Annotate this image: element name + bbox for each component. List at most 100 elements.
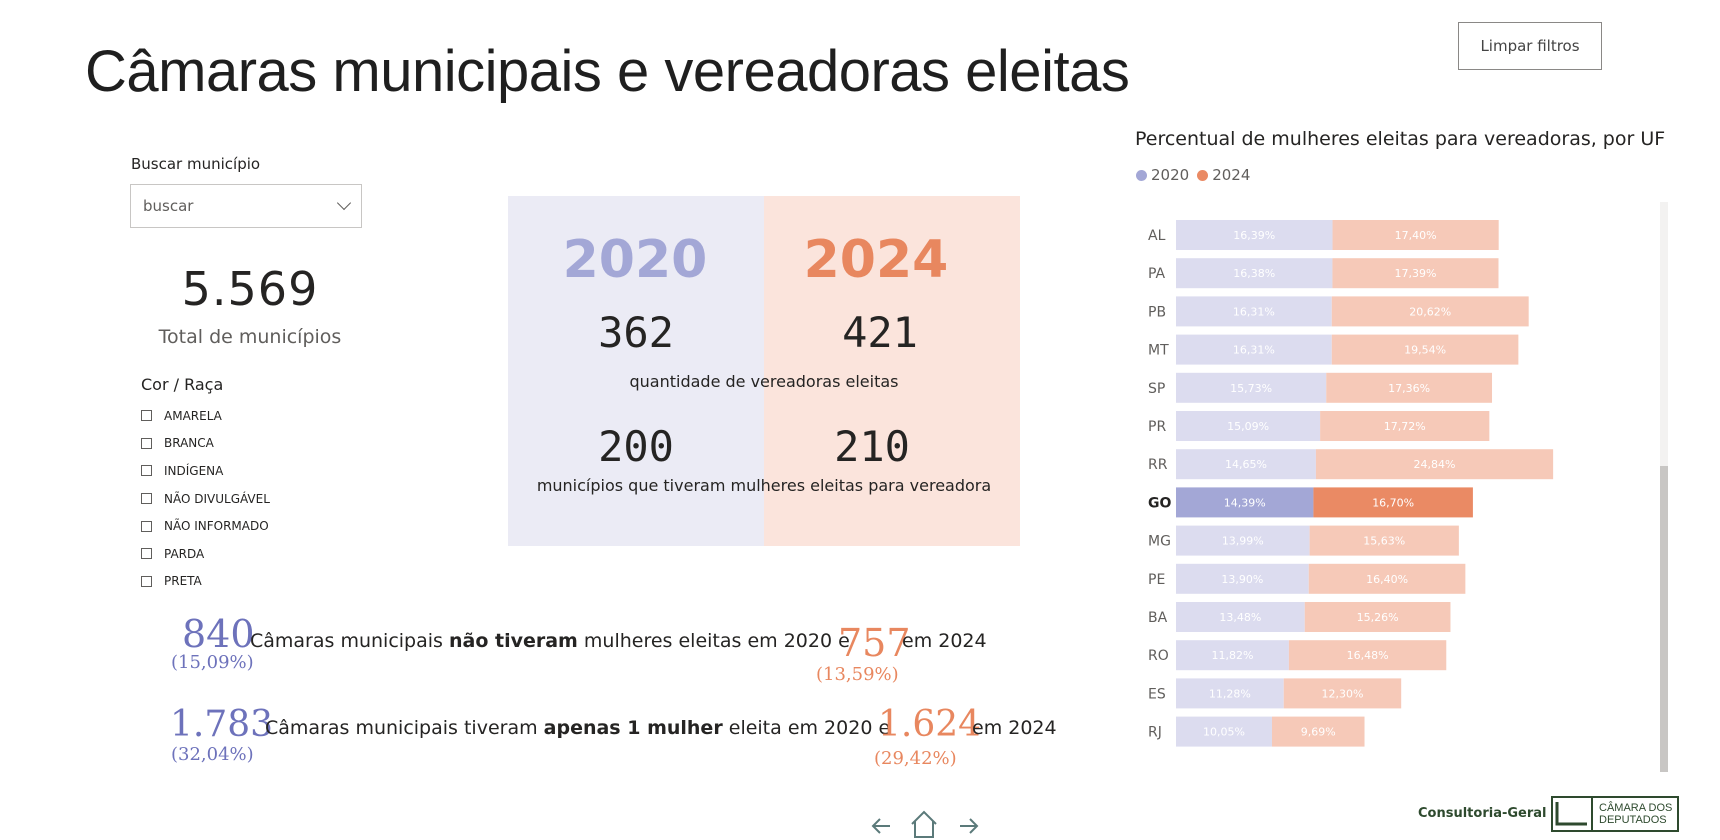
legend-item-2024[interactable]: 2024 (1197, 166, 1250, 184)
bar-2020-PA[interactable] (1176, 258, 1333, 289)
checkbox[interactable] (141, 410, 152, 422)
bar-2024-MG[interactable] (1309, 525, 1459, 556)
race-option[interactable]: BRANCA (141, 430, 270, 458)
checkbox[interactable] (141, 575, 152, 587)
data-label: 15,26% (1357, 611, 1399, 624)
race-option[interactable]: INDÍGENA (141, 457, 270, 485)
race-option[interactable]: NÃO INFORMADO (141, 512, 270, 540)
data-label: 16,70% (1372, 496, 1414, 509)
home-icon[interactable] (908, 808, 940, 840)
bar-2020-RR[interactable] (1176, 449, 1316, 480)
search-label: Buscar município (131, 155, 261, 173)
search-placeholder: buscar (143, 197, 194, 215)
chevron-down-icon (336, 195, 352, 211)
bar-2024-RR[interactable] (1315, 449, 1554, 480)
checkbox[interactable] (141, 465, 152, 477)
one-woman-2024-value: 1.624 (878, 704, 982, 745)
data-label: 15,09% (1227, 420, 1269, 433)
data-label: 17,39% (1394, 267, 1436, 280)
bar-2020-MG[interactable] (1176, 525, 1310, 556)
data-label: 16,48% (1347, 649, 1389, 662)
bar-2024-PR[interactable] (1320, 411, 1490, 441)
data-label: 17,72% (1384, 420, 1426, 433)
checkbox[interactable] (141, 493, 152, 505)
one-woman-2020-value: 1.783 (170, 704, 274, 745)
race-option[interactable]: NÃO DIVULGÁVEL (141, 485, 270, 513)
total-municipalities-label: Total de municípios (158, 326, 342, 348)
year-2020-heading: 2020 (562, 230, 708, 290)
category-label: PR (1148, 419, 1166, 435)
bar-2020-MT[interactable] (1176, 334, 1332, 365)
municipalities-2024-value: 210 (834, 422, 910, 471)
bar-2020-AL[interactable] (1176, 220, 1333, 250)
bar-2020-ES[interactable] (1176, 678, 1284, 709)
bar-2020-RJ[interactable] (1176, 716, 1272, 747)
bar-chart[interactable]: AL 16,39% 17,40% PA 16,38% 17,39% PB 16,31% 20,6… (1130, 212, 1660, 772)
race-filter-title: Cor / Raça (141, 375, 224, 394)
consultoria-brand: Consultoria-Geral (1418, 806, 1547, 821)
category-label: AL (1148, 228, 1166, 244)
bar-2024-SP[interactable] (1326, 372, 1493, 403)
logo-line2: DEPUTADOS (1599, 814, 1667, 826)
data-label: 13,90% (1221, 573, 1263, 586)
checkbox[interactable] (141, 548, 152, 560)
arrow-left-icon[interactable] (868, 812, 896, 840)
councilwomen-label: quantidade de vereadoras eleitas (629, 372, 899, 391)
bar-2024-PE[interactable] (1308, 563, 1466, 594)
bar-2024-GO[interactable] (1313, 487, 1473, 518)
data-label: 14,39% (1224, 496, 1266, 509)
data-label: 13,48% (1219, 611, 1261, 624)
bar-2024-ES[interactable] (1283, 678, 1402, 709)
logo-mark-icon (1553, 798, 1593, 830)
race-option-label: PRETA (164, 574, 202, 589)
bar-2020-PE[interactable] (1176, 563, 1309, 594)
bar-2020-RO[interactable] (1176, 640, 1289, 671)
no-women-2020-value: 840 (182, 612, 255, 656)
race-option[interactable]: PARDA (141, 540, 270, 568)
data-label: 24,84% (1414, 458, 1456, 471)
data-label: 19,54% (1404, 344, 1446, 357)
clear-filters-button[interactable]: Limpar filtros (1458, 22, 1602, 70)
year-2024-heading: 2024 (803, 230, 949, 290)
race-option-label: PARDA (164, 546, 205, 561)
category-label: PB (1148, 304, 1166, 320)
sentence-text: Câmaras municipais (250, 630, 443, 652)
bar-2020-GO[interactable] (1176, 487, 1314, 518)
chart-scrollbar-thumb[interactable] (1660, 466, 1668, 772)
bar-2020-BA[interactable] (1176, 602, 1305, 632)
race-option-label: NÃO INFORMADO (164, 519, 269, 534)
category-label: ES (1148, 686, 1166, 702)
race-option[interactable]: AMARELA (141, 402, 270, 430)
bar-2024-RJ[interactable] (1271, 716, 1365, 747)
municipality-search-dropdown[interactable]: buscar (130, 184, 362, 228)
bar-2024-RO[interactable] (1288, 640, 1447, 671)
bar-2024-MT[interactable] (1331, 334, 1519, 365)
bar-2024-PA[interactable] (1332, 258, 1499, 289)
sentence-text: Câmaras municipais tiveram (265, 717, 538, 739)
no-women-2020-pct: (15,09%) (171, 652, 254, 673)
checkbox[interactable] (141, 437, 152, 449)
bar-2024-AL[interactable] (1332, 220, 1499, 250)
municipalities-2020-value: 200 (598, 422, 674, 471)
logo-line1: CÂMARA DOS (1599, 802, 1673, 814)
page-title: Câmaras municipais e vereadoras eleitas (85, 39, 1130, 104)
arrow-right-icon[interactable] (954, 812, 982, 840)
bar-2024-BA[interactable] (1304, 602, 1451, 632)
data-label: 16,31% (1233, 305, 1275, 318)
bar-2020-PR[interactable] (1176, 411, 1321, 441)
legend-item-2020[interactable]: 2020 (1136, 166, 1189, 184)
race-option-label: INDÍGENA (164, 463, 224, 478)
camara-logo: CÂMARA DOS DEPUTADOS (1551, 796, 1679, 832)
race-filter-list: AMARELA BRANCA INDÍGENA NÃO DIVULGÁVEL N… (141, 402, 270, 595)
data-label: 17,36% (1388, 382, 1430, 395)
category-label: SP (1148, 381, 1165, 397)
category-label: MG (1148, 534, 1171, 550)
checkbox[interactable] (141, 520, 152, 532)
bar-2024-PB[interactable] (1331, 296, 1529, 327)
race-option[interactable]: PRETA (141, 568, 270, 596)
bar-2020-PB[interactable] (1176, 296, 1332, 327)
sentence-bold: apenas 1 mulher (543, 717, 723, 739)
category-label: PA (1148, 266, 1166, 282)
category-label: BA (1148, 610, 1168, 626)
bar-2020-SP[interactable] (1176, 372, 1327, 403)
